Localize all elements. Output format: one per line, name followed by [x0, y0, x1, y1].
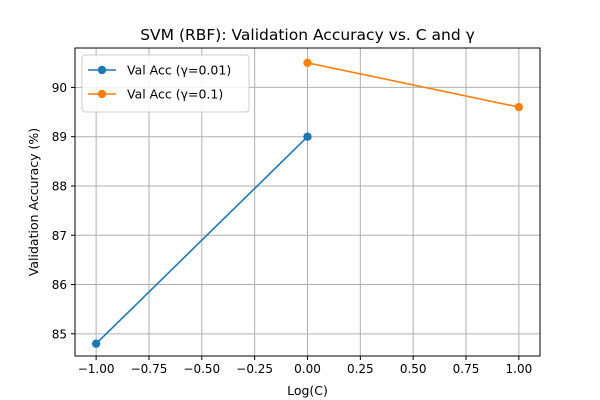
x-tick-label: 0.25	[347, 362, 374, 376]
x-tick-label: −0.25	[236, 362, 273, 376]
data-point	[91, 339, 101, 348]
x-tick-label: −1.00	[78, 362, 115, 376]
y-tick-label: 85	[52, 327, 67, 341]
series-line-2	[307, 62, 520, 108]
x-tick-label: 0.75	[453, 362, 480, 376]
y-tick-label: 90	[52, 81, 67, 95]
x-tick-label: 0.50	[400, 362, 427, 376]
y-tick-label: 88	[52, 179, 67, 193]
legend-marker	[97, 65, 107, 75]
x-tick-label: −0.75	[131, 362, 168, 376]
x-tick-label: −0.50	[183, 362, 220, 376]
data-point	[514, 102, 524, 112]
data-point	[303, 58, 312, 67]
y-axis-label: Validation Accuracy (%)	[26, 128, 41, 276]
x-tick-label: 1.00	[506, 362, 533, 376]
y-tick-label: 89	[52, 130, 67, 144]
y-tick-label: 87	[52, 229, 67, 243]
legend-marker	[97, 89, 107, 99]
data-point	[303, 132, 312, 141]
legend-box	[81, 54, 250, 113]
legend-label: Val Acc (γ=0.01)	[127, 63, 231, 78]
series-line-1	[95, 136, 309, 345]
x-tick-label: 0.00	[294, 362, 321, 376]
chart-title: SVM (RBF): Validation Accuracy vs. C and…	[140, 26, 475, 44]
legend: Val Acc (γ=0.01) Val Acc (γ=0.1)	[81, 54, 250, 113]
axis-ticks: −1.00 −0.75 −0.50 −0.25 0.00 0.25 0.50 0.75 1.00…	[52, 81, 533, 376]
legend-label: Val Acc (γ=0.1)	[127, 87, 223, 102]
y-tick-label: 86	[52, 278, 67, 292]
series-group	[91, 58, 524, 348]
x-axis-label: Log(C)	[287, 383, 328, 398]
